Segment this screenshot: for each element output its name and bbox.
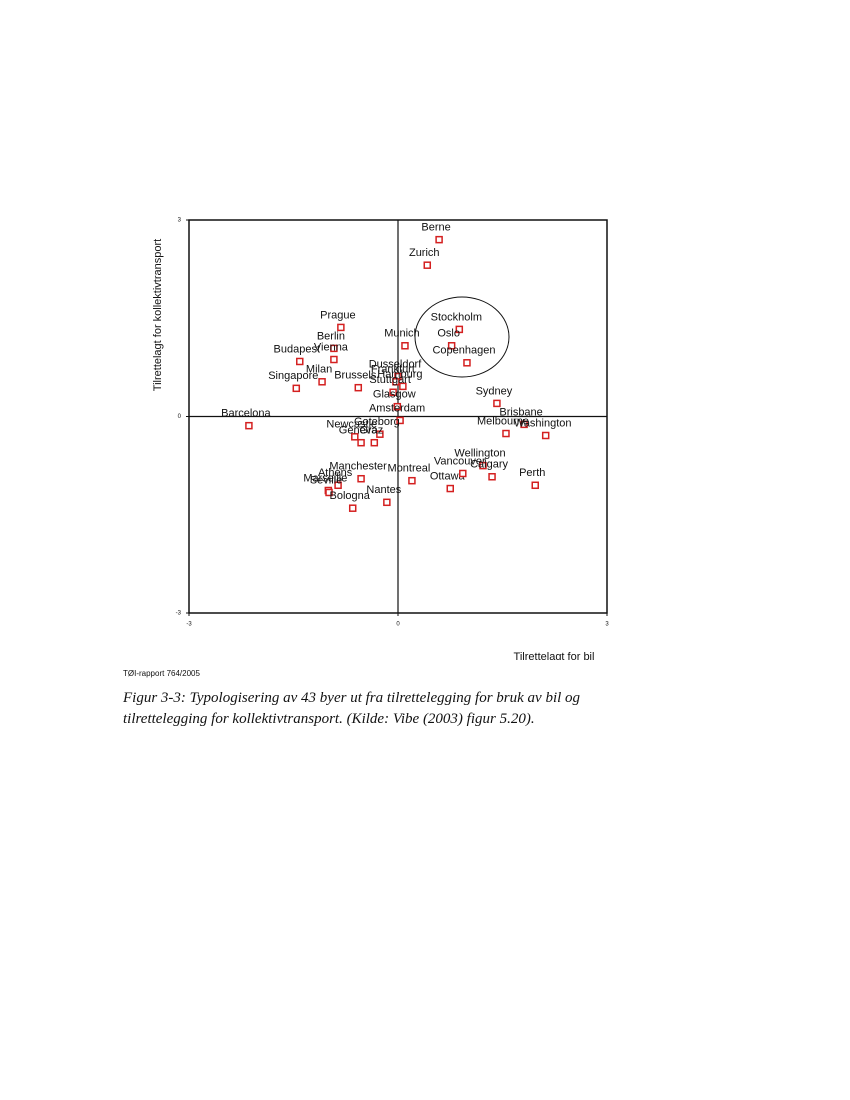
point (541, 431, 550, 440)
point-label: Newcastle (326, 419, 377, 431)
scatter-chart: Tilrettelagt for bil Tilrettelagt for ko… (152, 218, 609, 660)
y-tick-label: 0 (178, 414, 182, 420)
point (337, 323, 345, 332)
point-label: Vancouver (434, 455, 486, 467)
point (357, 474, 365, 483)
point (455, 325, 464, 334)
point-label: Frankfurt (371, 364, 415, 376)
point-label: Ottawa (430, 470, 466, 482)
point (354, 383, 363, 392)
point (446, 484, 454, 493)
point-label: Wellington (454, 448, 505, 460)
y-axis-label: Tilrettelagt for kollektivtransport (152, 239, 164, 391)
point-label: Singapore (268, 370, 318, 382)
point (330, 344, 338, 353)
point-label: Sydney (476, 385, 513, 397)
point-label: Seville (310, 474, 342, 486)
source-note: TØI-rapport 764/2005 (123, 669, 200, 678)
point-label: Melbourne (477, 415, 529, 427)
x-tick-label: 3 (605, 622, 609, 628)
point-label: Glasgow (373, 389, 416, 401)
point (399, 382, 407, 391)
point (351, 433, 359, 441)
x-tick-label: -3 (186, 622, 192, 628)
point (357, 438, 365, 447)
point (296, 357, 304, 366)
point (493, 399, 501, 408)
point-label: Goteborg (354, 416, 400, 428)
point (376, 430, 384, 438)
x-tick-label: 0 (396, 622, 400, 628)
point (318, 378, 326, 386)
point-label: Milan (306, 364, 332, 376)
point (393, 402, 402, 411)
figure-caption: Figur 3-3: Typologisering av 43 byer ut … (123, 690, 581, 727)
x-axis-label: Tilrettelagt for bil (514, 651, 595, 660)
point (459, 469, 467, 478)
point-label: Oslo (437, 328, 460, 340)
point-label: Calgary (470, 459, 508, 471)
point (245, 421, 253, 430)
point (408, 476, 416, 485)
point (479, 461, 487, 470)
point-label: Brisbane (499, 406, 542, 418)
point-label: Berlin (317, 330, 345, 342)
point (383, 498, 391, 507)
point-label: Prague (320, 309, 355, 321)
point-label: Athens (318, 467, 353, 479)
point (325, 488, 333, 497)
point-label: Montreal (388, 463, 431, 475)
point (348, 504, 357, 512)
point-label: Brussels (334, 370, 377, 382)
point-label: Dusseldorf (369, 358, 423, 370)
point (401, 342, 409, 350)
group-ellipse (414, 296, 510, 378)
point (330, 355, 338, 364)
point (292, 384, 301, 393)
point-label: Munich (384, 328, 419, 340)
point (531, 481, 539, 490)
point (334, 481, 342, 490)
point-label: Graz (359, 425, 383, 437)
point (423, 261, 432, 269)
point-label: Hamburg (377, 368, 422, 380)
point (502, 429, 510, 438)
point-label: Zurich (409, 247, 440, 259)
point-label: Manchester (329, 461, 387, 473)
point-label: Copenhagen (432, 345, 495, 357)
point-label: Washington (514, 417, 572, 429)
point-label: Stockholm (431, 311, 482, 323)
point-label: Budapest (274, 343, 320, 355)
point (488, 473, 496, 481)
point-label: Geneva (339, 425, 378, 437)
point (396, 416, 404, 425)
point-label: Stuttgart (369, 374, 411, 386)
point (463, 359, 471, 367)
point (447, 342, 456, 350)
point-label: Amsterdam (369, 402, 425, 414)
point-label: Vienna (314, 341, 349, 353)
y-tick-label: -3 (176, 611, 182, 617)
point-label: Nantes (366, 484, 401, 496)
point-label: Perth (519, 467, 545, 479)
point-label: Bologna (330, 490, 371, 502)
point (435, 235, 443, 244)
point (520, 420, 528, 429)
point (389, 388, 397, 397)
point (370, 438, 379, 447)
y-tick-label: 3 (178, 218, 182, 224)
point-label: Barcelona (221, 408, 271, 420)
point-label: Berne (421, 222, 450, 234)
point (392, 378, 400, 386)
point-label: Marseille (303, 472, 347, 484)
